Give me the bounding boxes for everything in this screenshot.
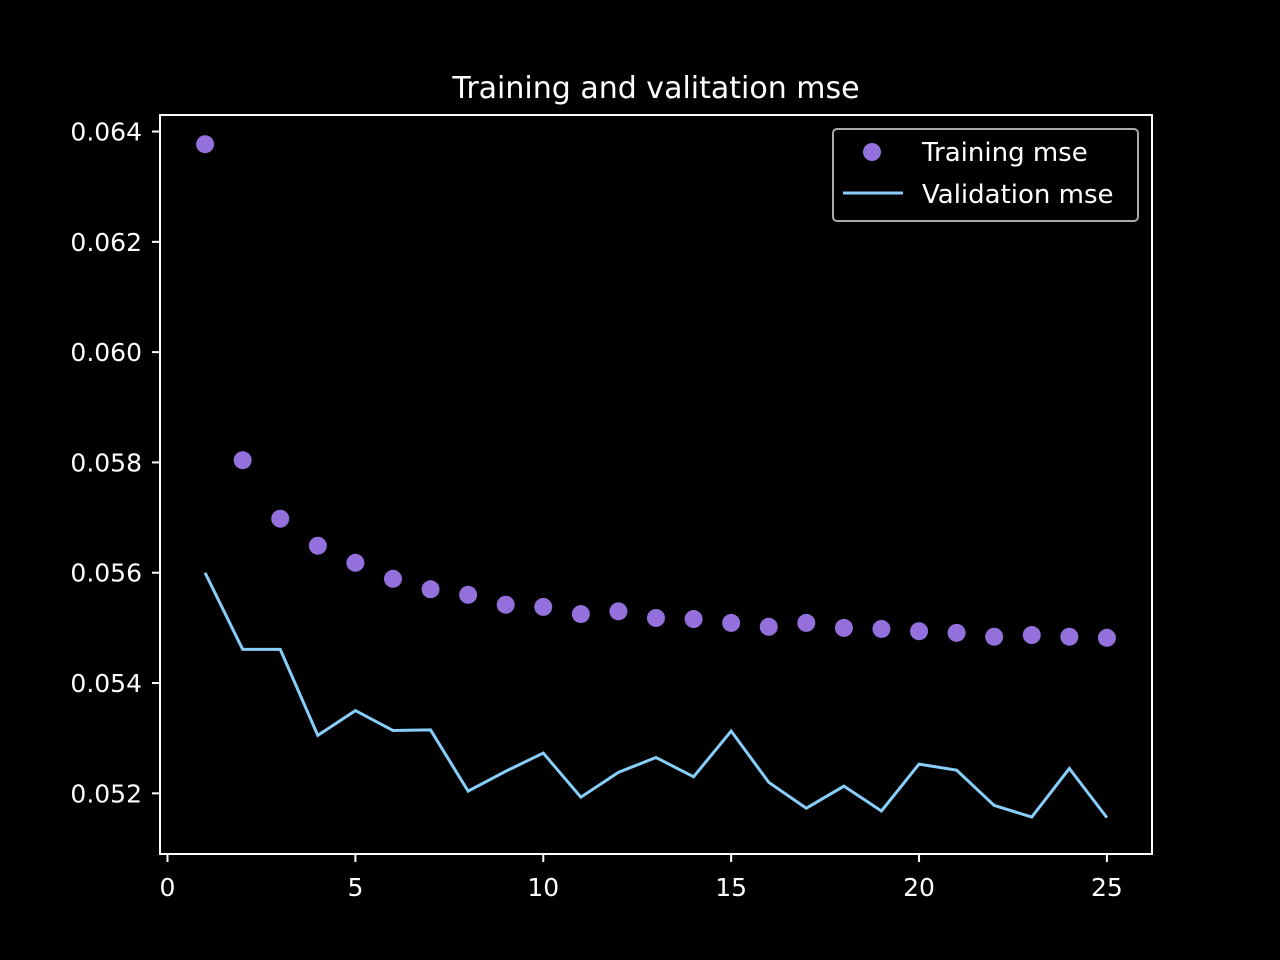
y-tick-label: 0.064	[70, 118, 142, 147]
y-tick-label: 0.054	[70, 669, 142, 698]
training-mse-point	[947, 623, 966, 642]
legend-training-label: Training mse	[921, 138, 1088, 168]
legend-validation-label: Validation mse	[922, 180, 1114, 210]
axes-frame	[159, 114, 1153, 855]
x-tick-label: 20	[903, 873, 935, 902]
y-tick-label: 0.056	[70, 559, 142, 588]
x-tick-label: 15	[715, 873, 747, 902]
legend-box	[832, 128, 1139, 222]
y-tick-label: 0.062	[70, 228, 142, 257]
training-mse-point	[722, 613, 741, 632]
training-mse-point	[910, 622, 929, 641]
validation-mse-line	[203, 572, 1109, 819]
training-mse-point	[834, 618, 853, 637]
training-mse-point	[647, 608, 665, 627]
training-mse-point	[609, 602, 628, 621]
x-tick-label: 5	[347, 873, 363, 902]
training-mse-point	[1022, 626, 1041, 645]
plot-area: 0 5 10 15 20 25 0.052 0.054 0.056 0.058 0.060 0.062…	[70, 114, 1153, 902]
training-mse-point	[496, 595, 515, 614]
training-mse-point	[759, 617, 778, 636]
training-mse-point	[684, 610, 703, 629]
x-tick-label: 0	[160, 873, 176, 902]
training-mse-point	[1060, 627, 1079, 646]
training-mse-point	[985, 627, 1004, 646]
y-tick-label: 0.060	[70, 338, 142, 367]
training-mse-point	[1097, 628, 1116, 647]
legend-training-marker	[863, 143, 881, 161]
training-mse-point	[534, 597, 553, 616]
training-mse-point	[383, 569, 402, 588]
y-tick-label: 0.052	[70, 779, 142, 808]
training-mse-point	[271, 509, 290, 528]
training-mse-point	[421, 580, 440, 599]
training-mse-point	[459, 585, 478, 604]
training-mse-point	[571, 605, 590, 624]
x-tick-label: 25	[1091, 873, 1123, 902]
y-tick-label: 0.058	[70, 448, 142, 477]
training-mse-point	[872, 619, 891, 638]
training-mse-point	[233, 451, 252, 470]
training-mse-point	[797, 613, 816, 632]
training-mse-point	[308, 536, 327, 555]
training-mse-point	[346, 553, 365, 572]
x-tick-label: 10	[527, 873, 559, 902]
chart-title: Training and valitation mse	[451, 71, 859, 106]
training-mse-point	[196, 135, 215, 154]
